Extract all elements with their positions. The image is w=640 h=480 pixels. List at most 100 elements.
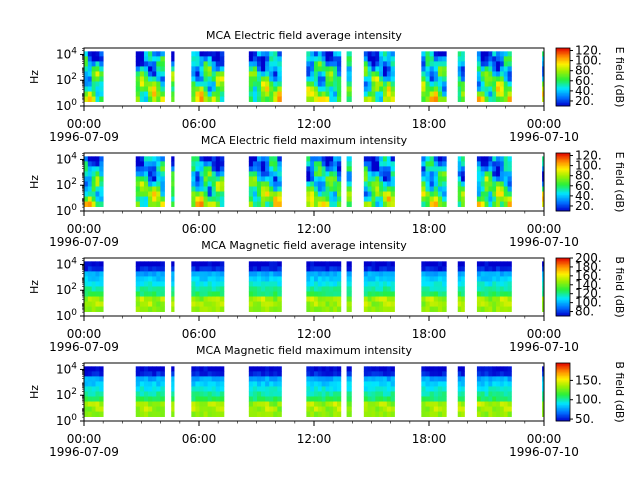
heat-cell <box>383 376 388 382</box>
heat-cell <box>383 66 388 72</box>
heat-cell <box>433 296 439 302</box>
heat-cell <box>379 266 384 272</box>
heat-cell <box>499 56 505 62</box>
heat-cell <box>273 411 278 417</box>
heat-cell <box>171 186 175 192</box>
heat-cell <box>496 266 501 272</box>
heat-cell <box>87 86 93 92</box>
heat-cell <box>156 161 161 167</box>
heat-cell <box>379 81 384 87</box>
heat-cell <box>496 156 501 162</box>
heat-cell <box>265 156 270 162</box>
heat-cell <box>148 271 153 277</box>
heat-cell <box>476 181 482 187</box>
heat-cell <box>507 281 512 287</box>
heat-cell <box>95 186 100 192</box>
heat-cell <box>310 201 315 207</box>
heat-cell <box>480 201 485 207</box>
heat-cell <box>252 176 258 182</box>
heat-cell <box>480 276 485 282</box>
heat-cell <box>99 171 104 177</box>
heat-cell <box>488 156 493 162</box>
heat-cell <box>143 156 149 162</box>
heat-cell <box>99 166 104 172</box>
heat-cell <box>333 286 338 292</box>
heat-cell <box>277 171 282 177</box>
heat-cell <box>91 291 96 297</box>
heat-cell <box>429 271 435 277</box>
heat-cell <box>442 371 447 377</box>
heat-cell <box>499 266 505 272</box>
heat-cell <box>191 71 196 77</box>
heat-cell <box>480 266 485 272</box>
heat-cell <box>333 201 338 207</box>
heat-cell <box>317 381 323 387</box>
heat-cell <box>252 56 258 62</box>
heat-cell <box>425 276 431 282</box>
heat-cell <box>314 61 319 67</box>
heat-cell <box>367 66 372 72</box>
heat-cell <box>207 61 213 67</box>
heat-cell <box>148 86 153 92</box>
heat-cell <box>273 196 278 202</box>
heat-cell <box>156 61 161 67</box>
heat-cell <box>488 196 493 202</box>
heat-cell <box>135 66 141 72</box>
heat-cell <box>135 156 141 162</box>
heat-cell <box>152 96 157 102</box>
heat-cell <box>480 81 485 87</box>
heat-cell <box>488 76 493 82</box>
heat-cell <box>248 261 254 267</box>
heat-cell <box>363 301 369 307</box>
heat-cell <box>371 306 376 312</box>
y-tick-label: 100 <box>56 413 77 428</box>
colorbar-swatch <box>556 271 570 273</box>
heat-cell <box>433 271 439 277</box>
heat-cell <box>375 266 380 272</box>
heat-cell <box>346 381 352 387</box>
heat-cell <box>421 191 426 197</box>
heat-cell <box>375 301 380 307</box>
heat-cell <box>383 286 388 292</box>
heat-cell <box>310 271 315 277</box>
heat-cell <box>371 71 376 77</box>
heat-cell <box>207 286 213 292</box>
heat-cell <box>95 401 100 407</box>
colorbar-swatch <box>556 85 570 88</box>
colorbar-swatch <box>556 288 570 291</box>
heat-cell <box>333 56 338 62</box>
heat-cell <box>256 71 262 77</box>
heat-cell <box>503 61 508 67</box>
heat-cell <box>375 381 380 387</box>
heat-cell <box>156 291 161 297</box>
heat-cell <box>390 51 395 57</box>
heat-cell <box>252 376 258 382</box>
heat-cell <box>160 376 165 382</box>
heat-cell <box>139 411 145 417</box>
heat-cell <box>261 301 266 307</box>
heat-cell <box>252 306 258 312</box>
heat-cell <box>148 171 153 177</box>
heat-cell <box>325 396 330 402</box>
heat-cell <box>160 296 165 302</box>
heat-cell <box>207 396 213 402</box>
heat-cell <box>383 266 388 272</box>
heat-cell <box>457 186 462 192</box>
heat-cell <box>156 286 161 292</box>
heat-cell <box>248 286 254 292</box>
heat-cell <box>317 261 323 267</box>
heat-cell <box>488 176 493 182</box>
heat-cell <box>437 306 443 312</box>
x-date-label-end: 1996-07-10 <box>509 130 579 144</box>
heat-cell <box>277 56 282 62</box>
heat-cell <box>207 271 213 277</box>
heat-cell <box>480 296 485 302</box>
heat-cell <box>499 386 505 392</box>
heat-cell <box>265 56 270 62</box>
colorbar-swatch <box>556 72 570 75</box>
heat-cell <box>256 66 262 72</box>
heat-cell <box>95 261 100 267</box>
heat-cell <box>496 191 501 197</box>
heat-cell <box>390 296 395 302</box>
heat-cell <box>211 186 217 192</box>
